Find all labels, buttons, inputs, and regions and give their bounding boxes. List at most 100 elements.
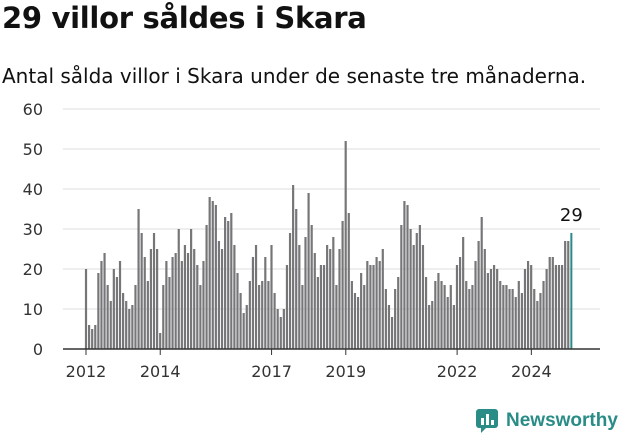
bar — [245, 305, 248, 349]
bar — [329, 249, 332, 349]
bar — [431, 301, 434, 349]
bar — [143, 257, 146, 349]
x-tick-label: 2019 — [325, 362, 366, 381]
bar — [208, 197, 211, 349]
bar — [128, 309, 131, 349]
bar — [372, 265, 375, 349]
y-tick-label: 20 — [23, 260, 43, 279]
bar — [406, 205, 409, 349]
bar — [165, 261, 168, 349]
bar — [217, 241, 221, 349]
bar — [564, 241, 567, 349]
bar — [397, 277, 400, 349]
bar — [125, 301, 128, 349]
bar — [156, 249, 159, 349]
bar — [536, 301, 539, 349]
bar — [387, 305, 391, 349]
bar — [554, 265, 557, 349]
bar — [177, 229, 180, 349]
bar — [190, 229, 193, 349]
bar — [341, 221, 344, 349]
y-tick-label: 60 — [23, 100, 43, 119]
bar — [122, 293, 125, 349]
bar — [499, 281, 502, 349]
bar — [273, 293, 276, 349]
bar — [440, 281, 443, 349]
bar — [183, 245, 187, 349]
bar — [409, 229, 412, 349]
x-tick-label: 2024 — [511, 362, 552, 381]
bar — [230, 213, 233, 349]
bar — [326, 245, 329, 349]
bar — [103, 253, 106, 349]
chart-subtitle: Antal sålda villor i Skara under de sena… — [2, 64, 587, 88]
bar — [239, 293, 242, 349]
bar — [530, 265, 533, 349]
bar — [545, 269, 548, 349]
bar — [279, 317, 282, 349]
bar — [338, 249, 341, 349]
x-tick-label: 2014 — [140, 362, 181, 381]
bar — [100, 261, 103, 349]
bar — [514, 297, 517, 349]
y-tick-label: 50 — [23, 140, 43, 159]
bar — [496, 269, 499, 349]
bar — [363, 285, 366, 349]
bar — [131, 305, 134, 349]
bar — [171, 257, 174, 349]
bar — [486, 273, 489, 349]
bar — [483, 249, 486, 349]
bar — [335, 285, 338, 349]
bar — [264, 257, 267, 349]
x-axis — [63, 348, 600, 355]
bar — [533, 289, 536, 349]
bar — [452, 305, 455, 349]
bar — [468, 289, 471, 349]
bar — [282, 309, 285, 349]
bar — [199, 285, 202, 349]
bar — [205, 225, 208, 349]
bar — [332, 237, 335, 349]
bar — [567, 241, 570, 349]
bar — [542, 281, 545, 349]
bar — [211, 201, 214, 349]
bar — [390, 317, 394, 349]
bar — [480, 217, 483, 349]
bar — [220, 249, 224, 349]
bar — [267, 281, 270, 349]
bar — [118, 261, 122, 349]
y-tick-label: 10 — [23, 300, 43, 319]
bar — [146, 281, 149, 349]
bar — [285, 265, 289, 349]
bar — [295, 209, 298, 349]
newsworthy-logo-text: Newsworthy — [506, 410, 618, 431]
bar — [152, 233, 156, 349]
bar — [112, 269, 115, 349]
bar — [369, 265, 372, 349]
bar — [109, 301, 112, 349]
chart-title: 29 villor såldes i Skara — [2, 1, 367, 35]
bar — [88, 325, 91, 349]
bar — [384, 289, 387, 349]
bar — [316, 277, 319, 349]
bar — [471, 285, 474, 349]
bar — [319, 265, 323, 349]
bar — [97, 273, 100, 349]
bar — [258, 285, 261, 349]
bar — [489, 269, 493, 349]
bar — [84, 269, 88, 349]
bar — [539, 293, 542, 349]
bar — [193, 249, 196, 349]
bar — [508, 289, 511, 349]
grid-lines — [63, 108, 600, 310]
bar — [403, 201, 406, 349]
bar — [162, 285, 165, 349]
bar — [505, 285, 508, 349]
bar — [202, 261, 205, 349]
bar — [360, 273, 363, 349]
bar — [196, 265, 199, 349]
bar — [474, 261, 477, 349]
bar — [276, 309, 279, 349]
bar — [548, 257, 551, 349]
bar — [224, 217, 227, 349]
